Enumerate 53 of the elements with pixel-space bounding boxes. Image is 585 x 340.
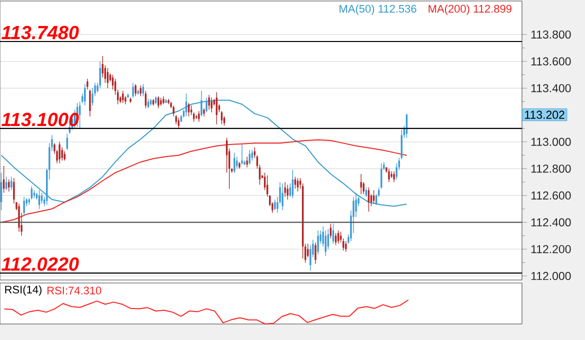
candlestick (236, 156, 238, 170)
candlestick (282, 183, 284, 211)
ref-line-label: 112.0220 (2, 257, 79, 271)
candlestick (132, 82, 134, 98)
candlestick (246, 156, 248, 168)
y-tick-label: 112.200 (531, 245, 571, 254)
candlestick (58, 141, 60, 164)
candlestick (190, 105, 192, 116)
candlestick (5, 176, 8, 190)
candlestick (84, 84, 86, 106)
candlestick (206, 97, 208, 113)
candlestick (274, 199, 276, 211)
candlestick (234, 152, 236, 174)
y-tick-label: 113.400 (531, 84, 571, 92)
candlestick (296, 178, 299, 192)
chart-title: RSI(14) (5, 285, 42, 296)
candlestick (210, 97, 212, 113)
candlestick (208, 94, 210, 110)
y-tick-label: 112.800 (531, 164, 571, 173)
candlestick (314, 242, 316, 264)
candlestick (89, 89, 91, 117)
candlestick (241, 144, 243, 165)
candlestick (286, 184, 288, 200)
y-tick-label: 113.600 (531, 57, 571, 66)
candlestick (307, 243, 309, 258)
candlestick (393, 171, 395, 182)
candlestick (134, 84, 136, 97)
candlestick (334, 232, 337, 246)
candlestick (86, 78, 88, 90)
candlestick (122, 90, 124, 104)
text: MA(50) 112.536 (340, 4, 416, 15)
candlestick (172, 105, 174, 117)
candlestick (99, 61, 101, 89)
candlestick (317, 230, 319, 255)
candlestick (248, 150, 250, 165)
candlestick (284, 182, 286, 198)
candlestick (10, 176, 12, 190)
candlestick (388, 168, 390, 182)
series-label: RSI:74.310 (48, 286, 102, 294)
candlestick (18, 203, 20, 232)
y-tick-label: 112.000 (531, 272, 571, 280)
text: MA(200) 112.899 (428, 4, 512, 15)
candlestick (360, 174, 362, 194)
y-tick-label: 113.000 (531, 138, 571, 146)
y-tick-label: 112.400 (531, 218, 571, 226)
candlestick (198, 110, 200, 122)
ref-line-label: 113.7480 (2, 26, 79, 40)
candlestick (345, 240, 347, 252)
text: 113.202 (525, 110, 564, 119)
y-tick-label: 113.800 (531, 30, 571, 39)
candlestick (200, 90, 202, 117)
y-tick-label: 112.600 (531, 191, 571, 200)
candlestick (23, 196, 25, 216)
